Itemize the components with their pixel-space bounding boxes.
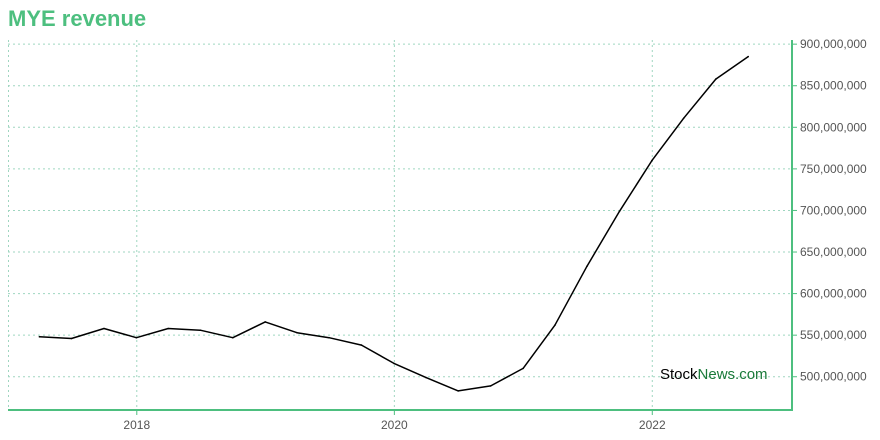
data-point (682, 117, 685, 119)
y-tick-label: 600,000,000 (800, 287, 867, 301)
y-tick-label: 850,000,000 (800, 79, 867, 93)
watermark-com: .com (735, 366, 768, 383)
grid-layer (8, 40, 792, 410)
data-point (328, 336, 330, 339)
data-point (360, 344, 363, 346)
x-tick-label: 2020 (381, 418, 408, 432)
series-layer (38, 55, 749, 392)
y-tick-label: 650,000,000 (800, 245, 867, 259)
data-point (554, 324, 556, 327)
data-point (457, 390, 460, 392)
watermark-news: News (698, 366, 736, 383)
data-point (296, 331, 298, 334)
data-point (70, 337, 73, 340)
y-tick-label: 500,000,000 (800, 370, 867, 384)
y-tick-label: 800,000,000 (800, 120, 867, 134)
chart-title: MYE revenue (8, 6, 147, 31)
data-point (135, 336, 138, 339)
data-point (167, 327, 169, 330)
data-point (651, 159, 653, 162)
x-tick-label: 2018 (123, 418, 150, 432)
revenue-line (39, 55, 749, 392)
watermark-stock: Stock (660, 366, 698, 383)
data-point (264, 321, 267, 323)
data-point (489, 385, 492, 387)
data-point (38, 336, 41, 338)
axis-layer (8, 40, 797, 415)
y-tick-label: 750,000,000 (800, 162, 867, 176)
data-point (199, 329, 202, 332)
x-tick-label: 2022 (639, 418, 666, 432)
y-tick-label: 550,000,000 (800, 328, 867, 342)
data-point (586, 265, 588, 268)
data-point (618, 210, 621, 213)
y-tick-label: 900,000,000 (800, 37, 867, 51)
data-point (425, 376, 427, 379)
data-point (747, 55, 749, 58)
y-tick-label: 700,000,000 (800, 203, 867, 217)
data-point (522, 367, 524, 370)
data-point (232, 336, 234, 339)
label-layer: 500,000,000 550,000,000 600,000,000 650,000… (123, 37, 867, 432)
data-point (393, 362, 395, 365)
watermark: StockNews.com (660, 366, 768, 383)
data-point (103, 327, 105, 330)
data-point (715, 78, 717, 80)
